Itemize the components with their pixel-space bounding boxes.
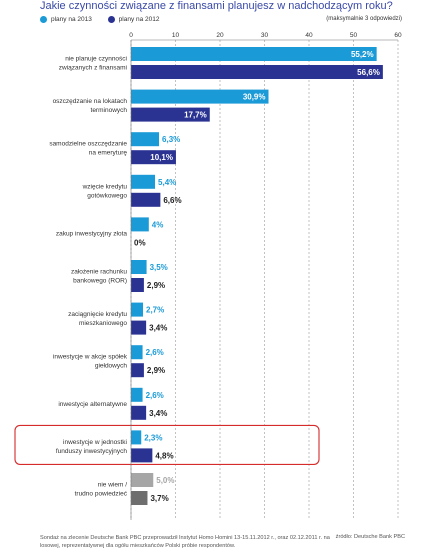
category-label: inwestycje alternatywne [58,401,127,408]
legend-dot-2012 [107,16,115,23]
tick-label: 50 [350,32,358,39]
category-label: nie planuje czynności [65,56,127,63]
bar-2012 [131,65,383,79]
chart-legend: plany na 2013 plany na 2012 [40,16,174,25]
data-label-2013: 4% [152,220,164,229]
bar-2013 [131,47,377,61]
legend-dot-2013 [40,16,47,23]
bar-2012 [131,320,147,335]
tick-label: 40 [305,32,313,39]
data-label-2013: 2,6% [146,348,164,357]
bar-2012 [131,405,147,420]
data-label-2012: 10,1% [150,153,173,162]
bar-2012 [131,150,176,165]
data-label-2013: 30,9% [243,93,266,102]
legend-label-2012: plany na 2012 [118,16,160,23]
category-label: giełdowych [95,363,128,370]
data-label-2013: 3,5% [150,263,168,272]
category-label: inwestycje w jednostki [63,439,127,446]
category-label: zaciągnięcie kredytu [68,311,127,318]
legend-item-2013: plany na 2013 [40,16,92,23]
data-label-2012: 6,6% [163,196,181,205]
data-label-2012: 2,9% [147,366,165,375]
data-label-2013: 2,6% [146,391,164,400]
data-label-2012: 56,6% [357,68,380,77]
data-label-2012: 0% [134,238,146,247]
source-note: źródło: Deutsche Bank PBC [335,534,405,540]
bar-2013 [131,345,143,360]
data-label-2012: 2,9% [147,281,165,290]
bar-2012 [131,107,210,122]
bar-2013 [131,302,144,317]
bar-2013 [131,430,142,445]
bar-2013 [131,174,156,189]
data-label-2012: 3,4% [149,324,167,333]
category-label: gotówkowego [87,192,127,199]
data-label-2013: 5,4% [158,178,176,187]
category-label: funduszy inwestycyjnych [56,448,128,455]
data-label-2013: 2,7% [146,306,164,315]
category-label: wzięcie kredytu [82,183,128,190]
tick-label: 0 [129,32,133,39]
bar-2012 [131,448,153,463]
category-label: mieszkaniowego [79,320,127,327]
category-label: założenie rachunku [71,269,127,276]
category-label: nie wiem / [98,482,127,489]
chart-note: (maksymalnie 3 odpowiedzi) [326,16,402,22]
category-label: bankowego (ROR) [73,278,127,285]
bar-2013 [131,387,143,402]
data-label-2012: 3,4% [149,409,167,418]
bar-2013 [131,473,154,487]
data-label-2013: 55,2% [351,50,374,59]
data-label-2013: 6,3% [162,135,180,144]
bar-2013 [131,89,269,104]
tick-label: 20 [216,32,224,39]
data-label-2013: 5,0% [156,476,174,485]
category-label: trudno powiedzieć [75,491,128,498]
bar-2013 [131,217,149,232]
bar-2012 [131,363,144,378]
tick-label: 30 [261,32,269,39]
legend-label-2013: plany na 2013 [51,16,92,23]
chart-title: Jakie czynności związane z finansami pla… [40,0,393,12]
tick-label: 60 [394,32,402,39]
category-label: inwestycje w akcje spółek [53,354,128,361]
category-label: terminowych [91,107,128,114]
data-label-2012: 17,7% [184,111,207,120]
bar-2013 [131,260,147,274]
category-label: zakup inwestycyjny złota [56,230,128,237]
data-label-2012: 3,7% [150,494,168,503]
category-label: na emeryturę [89,150,128,157]
highlight-box [14,424,320,465]
data-label-2013: 2,3% [144,433,162,442]
bar-2012 [131,278,144,292]
bar-2012 [131,192,161,207]
tick-label: 10 [172,32,180,39]
data-label-2012: 4,8% [155,451,173,460]
legend-item-2012: plany na 2012 [107,16,160,23]
bar-2012 [131,491,148,505]
category-label: samodzielne oszczędzanie [49,141,127,148]
category-label: związanych z finansami [59,65,127,72]
category-label: oszczędzanie na lokatach [53,98,128,105]
footnote: Sondaż na zlecenie Deutsche Bank PBC prz… [40,535,330,549]
bar-2013 [131,132,160,147]
